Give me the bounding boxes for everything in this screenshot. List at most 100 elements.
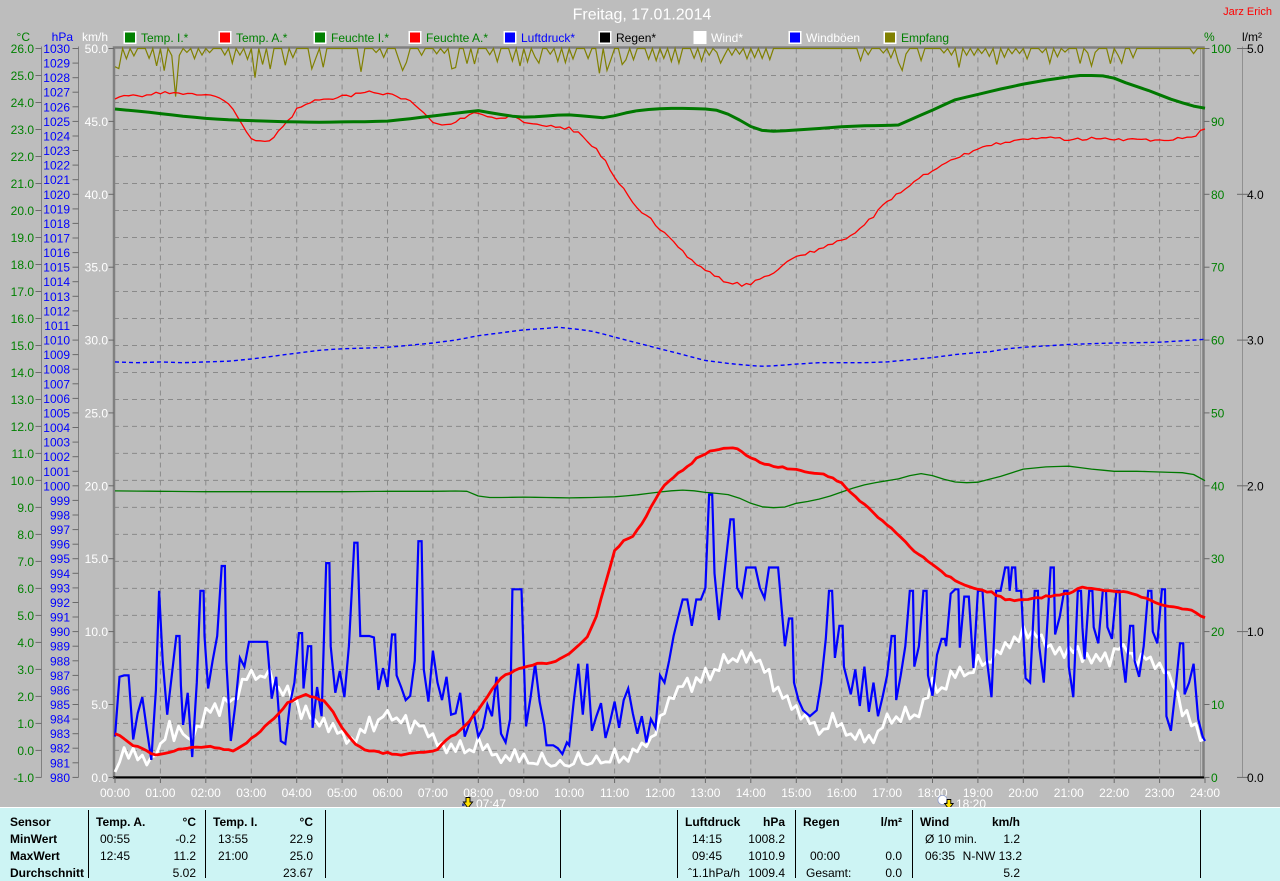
svg-text:Feuchte I.*: Feuchte I.* xyxy=(331,31,389,45)
svg-text:05:00: 05:00 xyxy=(327,786,357,800)
svg-text:20: 20 xyxy=(1211,625,1225,639)
svg-text:00:00: 00:00 xyxy=(810,849,840,863)
svg-text:1016: 1016 xyxy=(43,246,70,260)
svg-text:0.0: 0.0 xyxy=(1247,771,1264,785)
svg-text:0.0: 0.0 xyxy=(17,744,34,758)
svg-text:10.0: 10.0 xyxy=(85,625,109,639)
svg-text:20:00: 20:00 xyxy=(1008,786,1038,800)
svg-text:01:00: 01:00 xyxy=(145,786,175,800)
svg-text:25.0: 25.0 xyxy=(290,849,314,863)
svg-text:ˆ1.1hPa/h: ˆ1.1hPa/h xyxy=(688,866,740,880)
svg-text:8.0: 8.0 xyxy=(17,528,34,542)
svg-text:Windböen: Windböen xyxy=(806,31,860,45)
svg-text:1006: 1006 xyxy=(43,392,70,406)
svg-text:1027: 1027 xyxy=(43,86,70,100)
svg-text:13:55: 13:55 xyxy=(218,832,248,846)
svg-text:40: 40 xyxy=(1211,479,1225,493)
svg-text:16:00: 16:00 xyxy=(827,786,857,800)
svg-text:25.0: 25.0 xyxy=(11,69,35,83)
svg-text:0: 0 xyxy=(1211,771,1218,785)
svg-text:983: 983 xyxy=(50,727,70,741)
svg-text:°C: °C xyxy=(17,30,31,44)
svg-text:Temp. I.*: Temp. I.* xyxy=(141,31,189,45)
svg-text:40.0: 40.0 xyxy=(85,188,109,202)
svg-text:1013: 1013 xyxy=(43,290,70,304)
svg-text:08:00: 08:00 xyxy=(463,786,493,800)
svg-text:24.0: 24.0 xyxy=(11,96,35,110)
svg-text:11.0: 11.0 xyxy=(12,447,35,461)
svg-text:06:00: 06:00 xyxy=(372,786,402,800)
svg-text:992: 992 xyxy=(50,596,70,610)
svg-text:15:00: 15:00 xyxy=(781,786,811,800)
svg-text:km/h: km/h xyxy=(82,30,108,44)
svg-text:998: 998 xyxy=(50,509,70,523)
svg-text:°C: °C xyxy=(300,815,314,829)
svg-text:Wind*: Wind* xyxy=(711,31,743,45)
svg-text:7.0: 7.0 xyxy=(17,555,34,569)
svg-text:5.2: 5.2 xyxy=(1003,866,1020,880)
svg-text:5.0: 5.0 xyxy=(91,698,108,712)
svg-text:994: 994 xyxy=(50,567,70,581)
svg-text:Regen*: Regen* xyxy=(616,31,656,45)
svg-text:993: 993 xyxy=(50,581,70,595)
svg-text:12:00: 12:00 xyxy=(645,786,675,800)
svg-text:22.0: 22.0 xyxy=(11,150,35,164)
svg-text:Regen: Regen xyxy=(803,815,840,829)
svg-text:991: 991 xyxy=(50,611,70,625)
svg-text:30.0: 30.0 xyxy=(85,334,109,348)
svg-text:km/h: km/h xyxy=(992,815,1020,829)
svg-text:4.0: 4.0 xyxy=(1247,188,1264,202)
svg-text:996: 996 xyxy=(50,538,70,552)
svg-text:Wind: Wind xyxy=(920,815,949,829)
svg-text:19:00: 19:00 xyxy=(963,786,993,800)
svg-text:1020: 1020 xyxy=(43,188,70,202)
svg-text:1005: 1005 xyxy=(43,406,70,420)
svg-text:999: 999 xyxy=(50,494,70,508)
svg-text:06:35: 06:35 xyxy=(925,849,955,863)
svg-text:1.2: 1.2 xyxy=(1003,832,1020,846)
svg-text:MinWert: MinWert xyxy=(10,832,57,846)
svg-text:07:00: 07:00 xyxy=(418,786,448,800)
svg-text:14:15: 14:15 xyxy=(692,832,722,846)
svg-text:0.0: 0.0 xyxy=(91,771,108,785)
svg-text:25.0: 25.0 xyxy=(85,406,109,420)
svg-text:1021: 1021 xyxy=(43,173,70,187)
svg-text:23.67: 23.67 xyxy=(283,866,313,880)
svg-text:980: 980 xyxy=(50,771,70,785)
svg-text:60: 60 xyxy=(1211,334,1225,348)
svg-text:2.0: 2.0 xyxy=(1247,479,1264,493)
svg-text:16.0: 16.0 xyxy=(11,312,35,326)
svg-text:20.0: 20.0 xyxy=(11,204,35,218)
svg-text:03:00: 03:00 xyxy=(236,786,266,800)
svg-text:9.0: 9.0 xyxy=(17,501,34,515)
svg-text:N-NW 13.2: N-NW 13.2 xyxy=(963,849,1023,863)
svg-text:50: 50 xyxy=(1211,406,1225,420)
svg-text:5.0: 5.0 xyxy=(1247,42,1264,56)
svg-text:90: 90 xyxy=(1211,115,1225,129)
svg-text:Temp. I.: Temp. I. xyxy=(213,815,257,829)
svg-text:04:00: 04:00 xyxy=(282,786,312,800)
svg-text:17.0: 17.0 xyxy=(11,285,35,299)
svg-text:11:00: 11:00 xyxy=(600,786,629,800)
svg-text:6.0: 6.0 xyxy=(17,582,34,596)
svg-text:987: 987 xyxy=(50,669,70,683)
svg-text:982: 982 xyxy=(50,742,70,756)
svg-text:4.0: 4.0 xyxy=(17,636,34,650)
svg-text:26.0: 26.0 xyxy=(11,42,35,56)
svg-text:1025: 1025 xyxy=(43,115,70,129)
svg-text:12.0: 12.0 xyxy=(11,420,35,434)
svg-text:13.0: 13.0 xyxy=(11,393,35,407)
svg-text:1010.9: 1010.9 xyxy=(748,849,785,863)
svg-text:11.2: 11.2 xyxy=(174,849,197,863)
svg-text:80: 80 xyxy=(1211,188,1225,202)
svg-text:00:00: 00:00 xyxy=(100,786,130,800)
svg-text:hPa: hPa xyxy=(763,815,785,829)
svg-text:MaxWert: MaxWert xyxy=(10,849,60,863)
svg-text:1000: 1000 xyxy=(43,479,70,493)
svg-text:21.0: 21.0 xyxy=(11,177,35,191)
svg-text:20.0: 20.0 xyxy=(85,479,109,493)
svg-text:2.0: 2.0 xyxy=(17,690,34,704)
svg-text:Temp. A.*: Temp. A.* xyxy=(236,31,288,45)
svg-text:°C: °C xyxy=(183,815,197,829)
svg-text:15.0: 15.0 xyxy=(85,552,109,566)
